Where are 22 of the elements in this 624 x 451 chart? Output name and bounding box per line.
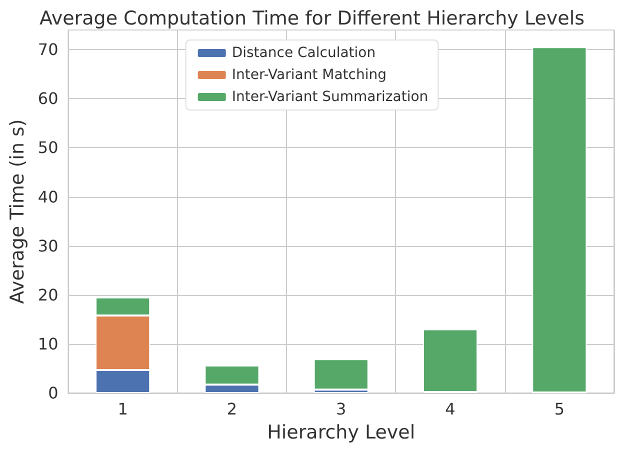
y-axis-title: Average Time (in s) [6,119,28,304]
x-tick-label: 5 [554,400,565,418]
y-tick-label: 50 [38,138,58,158]
bar [422,329,478,392]
y-tick-label: 0 [48,384,58,402]
y-tick-label: 10 [38,334,58,354]
x-axis-title: Hierarchy Level [267,422,416,444]
y-tick-label: 40 [38,187,58,206]
y-tick-label: 30 [38,236,58,256]
x-tick-label: 2 [226,400,238,418]
y-tick-label: 60 [38,89,58,108]
x-tick-label: 4 [445,400,456,418]
legend-label: Inter-Variant Matching [232,67,387,83]
y-tick-label: 70 [38,40,58,60]
bar [314,359,368,390]
legend-label: Inter-Variant Summarization [232,89,428,105]
x-tick-label: 1 [118,400,128,418]
y-tick-label: 20 [38,285,58,304]
legend-label: Distance Calculation [232,45,376,61]
bar [532,47,587,393]
x-tick-label: 3 [336,400,346,418]
chart-title: Average Computation Time for Different Hierarchy Levels [39,8,585,30]
